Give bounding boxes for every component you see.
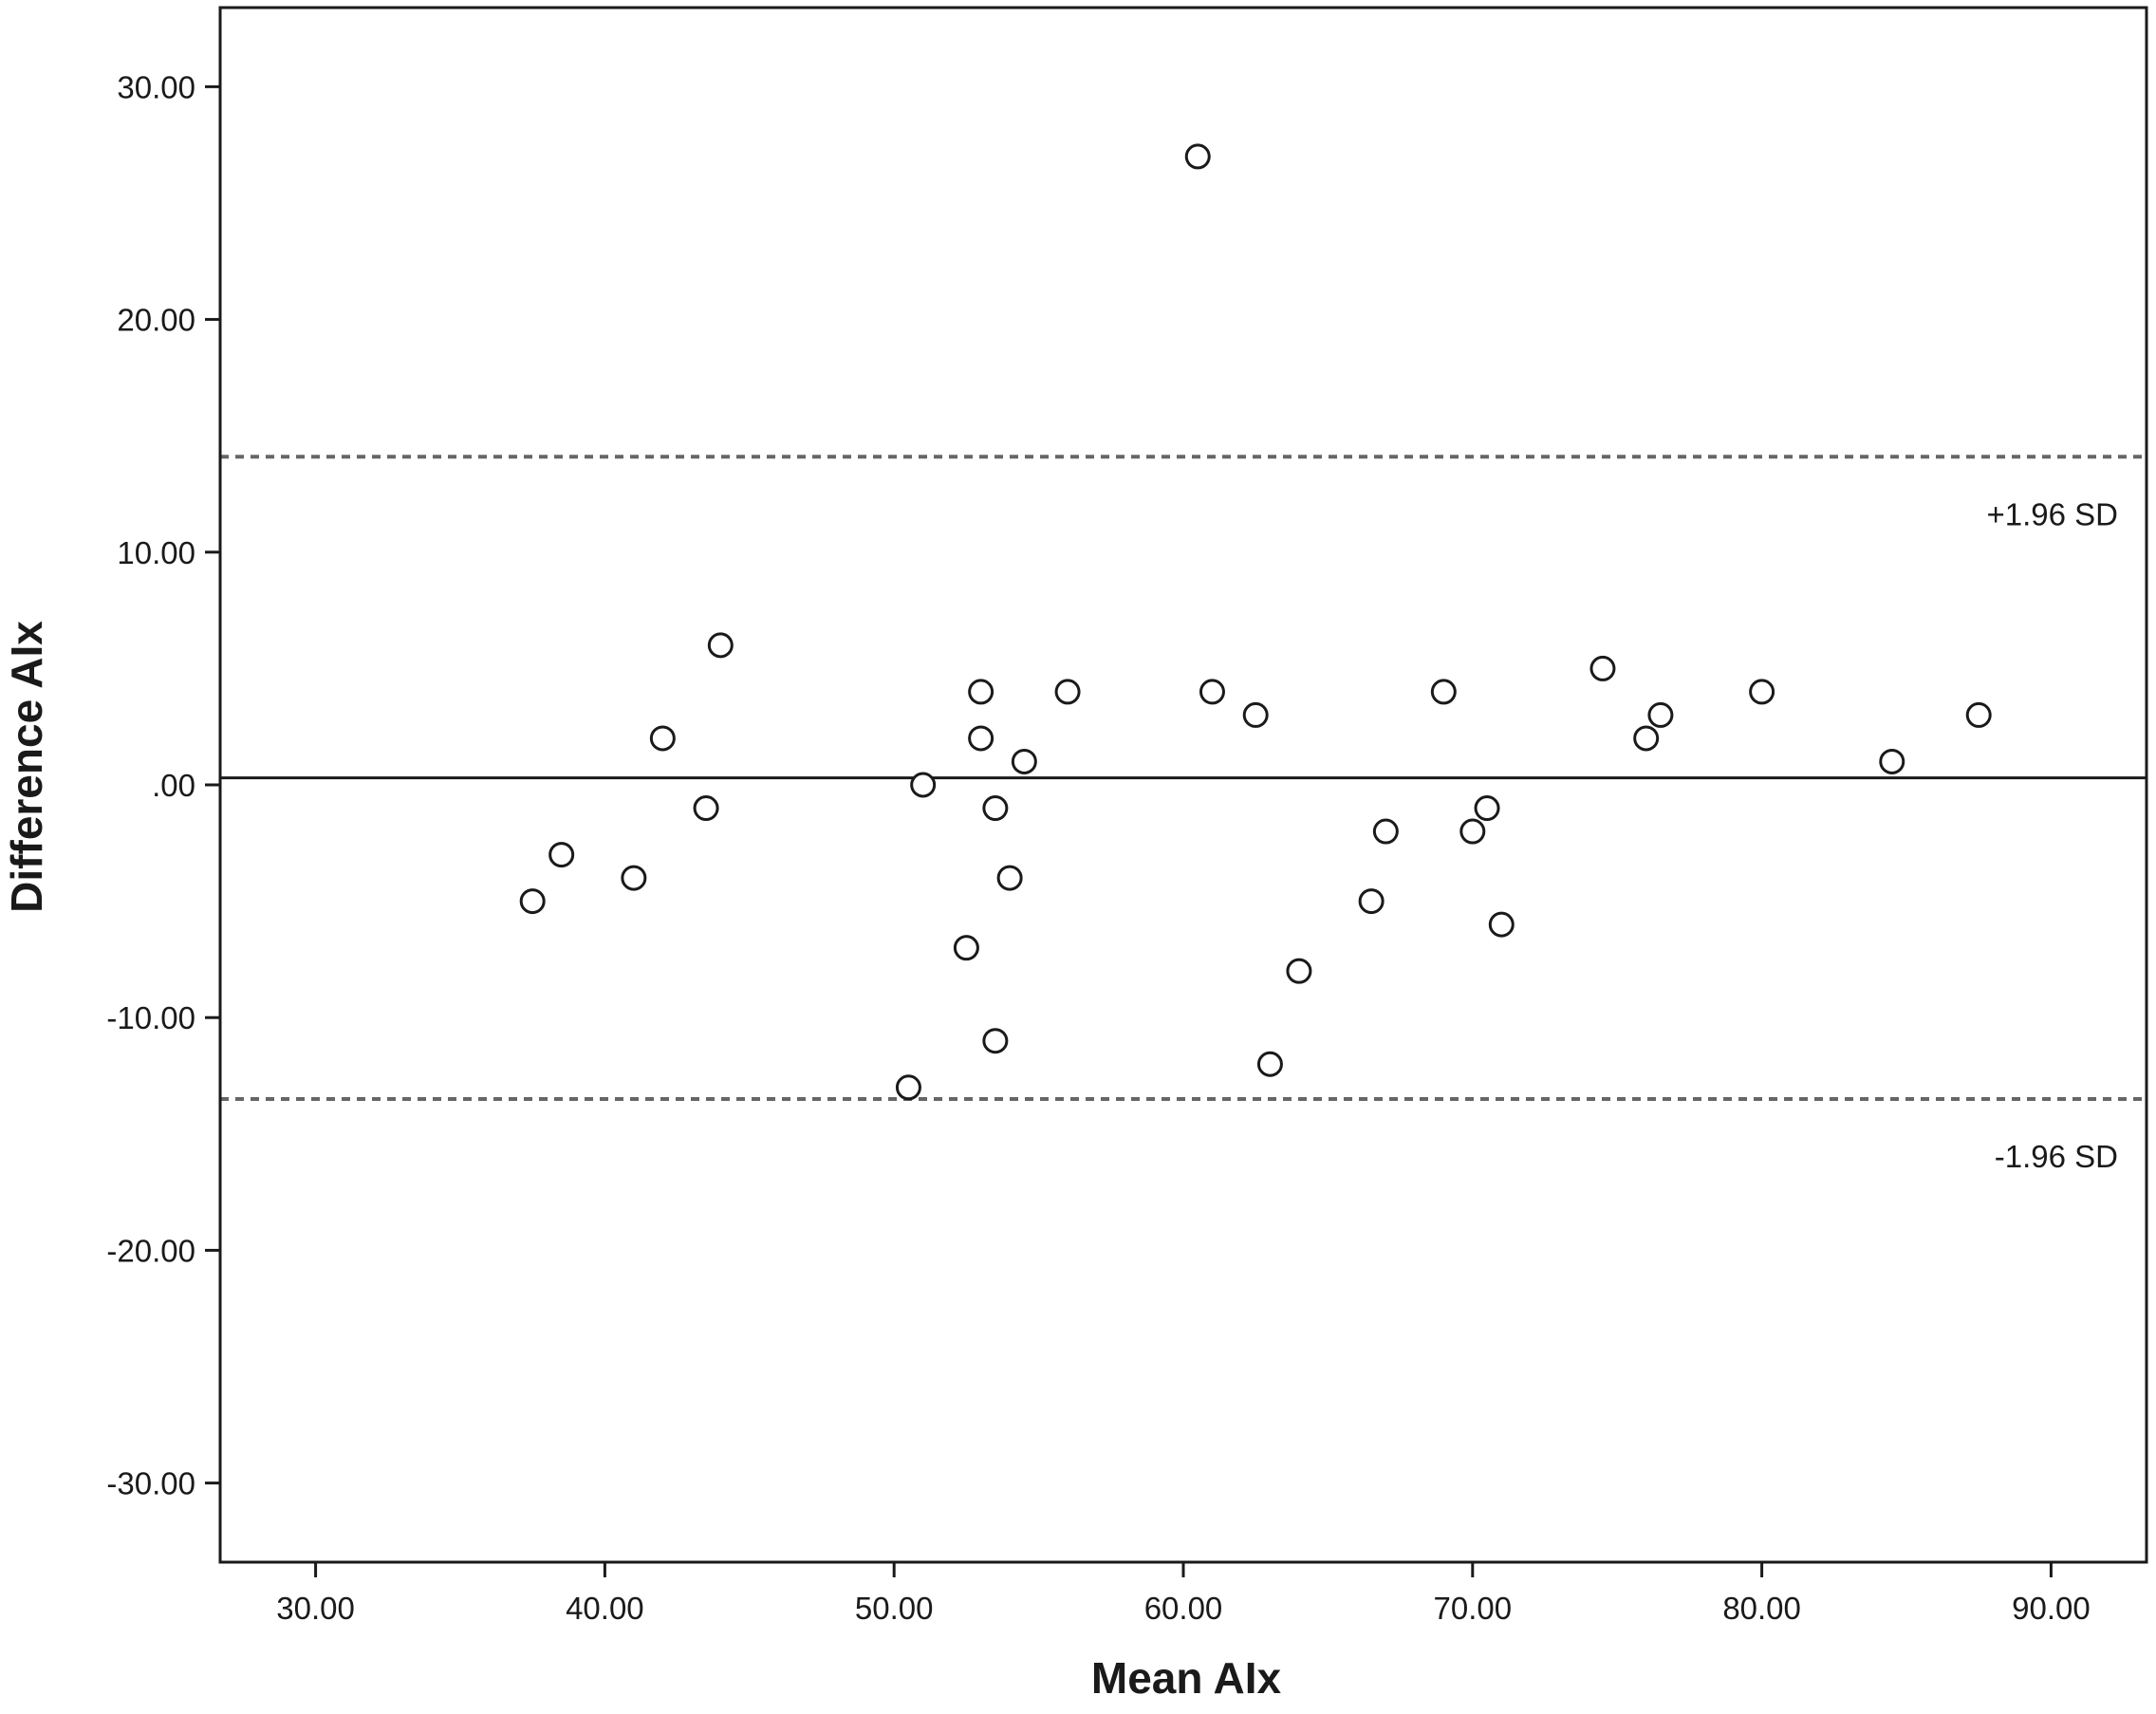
data-point [996,865,1023,891]
data-point [519,888,546,915]
y-tick-label: .00 [152,768,195,803]
data-point [895,1074,921,1101]
y-axis-title: Difference AIx [2,621,51,913]
data-point [707,632,734,659]
data-point [1242,701,1269,728]
x-tick-label: 50.00 [855,1591,934,1626]
data-point [1749,679,1775,705]
data-point [1286,958,1312,984]
data-point [910,772,937,798]
data-point [1879,748,1905,774]
data-point [968,679,994,705]
data-point [1256,1051,1283,1077]
data-point [1474,795,1500,822]
x-tick-label: 90.00 [2012,1591,2091,1626]
data-point [982,795,1009,822]
y-tick-label: -30.00 [106,1466,195,1501]
data-point [548,842,575,868]
x-axis-title: Mean AIx [1091,1653,1282,1703]
y-tick-label: -10.00 [106,1000,195,1035]
data-point [1430,679,1457,705]
x-tick-label: 60.00 [1144,1591,1223,1626]
data-point [982,1028,1009,1054]
data-point [1358,888,1385,915]
data-point [649,725,676,752]
data-point [621,865,647,891]
x-tick-label: 80.00 [1722,1591,1801,1626]
data-point [1011,748,1037,774]
y-tick-label: 10.00 [117,535,195,570]
data-point [1633,725,1660,752]
x-tick-label: 70.00 [1434,1591,1513,1626]
data-point [1459,818,1486,845]
y-tick-label: -20.00 [106,1233,195,1268]
y-axis: 30.00 20.00 10.00 .00 -10.00 -20.00 -30.00 [106,69,220,1501]
data-point [1054,679,1081,705]
data-point [1647,701,1674,728]
upper-limit-label: +1.96 SD [1986,496,2118,531]
x-axis: 30.00 40.00 50.00 60.00 70.00 80.00 90.00 [276,1562,2091,1626]
data-point [968,725,994,752]
x-tick-label: 40.00 [566,1591,644,1626]
data-point [693,795,719,822]
data-point [1965,701,1992,728]
data-point [1372,818,1399,845]
data-points [519,143,1992,1101]
data-point [1199,679,1225,705]
reference-lines: +1.96 SD -1.96 SD [220,455,2147,1174]
x-tick-label: 30.00 [276,1591,355,1626]
y-tick-label: 30.00 [117,69,195,104]
data-point [1184,143,1211,170]
y-tick-label: 20.00 [117,303,195,338]
data-point [1488,911,1515,938]
data-point [1589,655,1616,681]
data-point [953,935,979,961]
lower-limit-label: -1.96 SD [1995,1139,2118,1174]
